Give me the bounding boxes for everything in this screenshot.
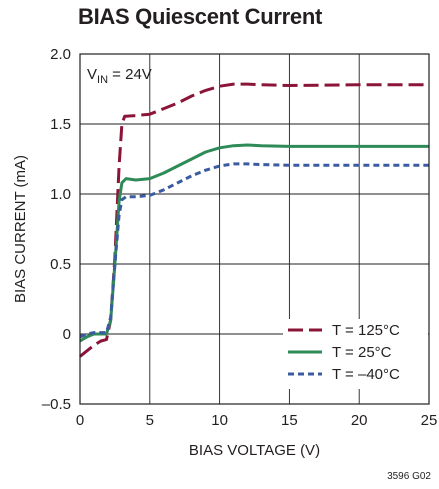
- x-tick-label: 25: [421, 412, 438, 429]
- x-tick-labels: 0 5 10 15 20 25: [76, 412, 438, 429]
- vin-subscript: IN: [97, 74, 108, 86]
- legend-label-2: T = –40°C: [332, 366, 400, 383]
- legend-label-0: T = 125°C: [332, 322, 400, 339]
- y-tick-label: –0.5: [42, 396, 71, 413]
- x-axis-title: BIAS VOLTAGE (V): [189, 442, 320, 459]
- y-tick-labels: –0.5 0 0.5 1.0 1.5 2.0: [42, 46, 71, 413]
- x-tick-label: 5: [146, 412, 154, 429]
- grid-lines: [80, 54, 429, 404]
- plot-frame: [79, 53, 430, 405]
- series-line-0: [79, 82, 429, 358]
- x-tick-label: 20: [351, 412, 368, 429]
- series-lines: [79, 82, 429, 358]
- legend-background: [283, 319, 428, 389]
- x-tick-label: 10: [211, 412, 228, 429]
- y-tick-label: 0.5: [50, 256, 71, 273]
- chart-title: BIAS Quiescent Current: [78, 4, 323, 29]
- y-tick-label: 0: [63, 326, 71, 343]
- vin-prefix: V: [87, 66, 97, 83]
- y-tick-label: 2.0: [50, 46, 71, 63]
- x-tick-label: 0: [76, 412, 84, 429]
- series-line-2: [79, 162, 429, 339]
- series-line-1: [79, 143, 429, 343]
- y-axis-title: BIAS CURRENT (mA): [12, 155, 29, 303]
- legend: T = 125°C T = 25°C T = –40°C: [283, 319, 428, 389]
- y-tick-label: 1.0: [50, 186, 71, 203]
- y-tick-label: 1.5: [50, 116, 71, 133]
- vin-annotation: VIN = 24V: [87, 66, 152, 86]
- figure-id: 3596 G02: [387, 471, 431, 482]
- x-tick-label: 15: [281, 412, 298, 429]
- legend-label-1: T = 25°C: [332, 344, 392, 361]
- vin-suffix: = 24V: [108, 66, 152, 83]
